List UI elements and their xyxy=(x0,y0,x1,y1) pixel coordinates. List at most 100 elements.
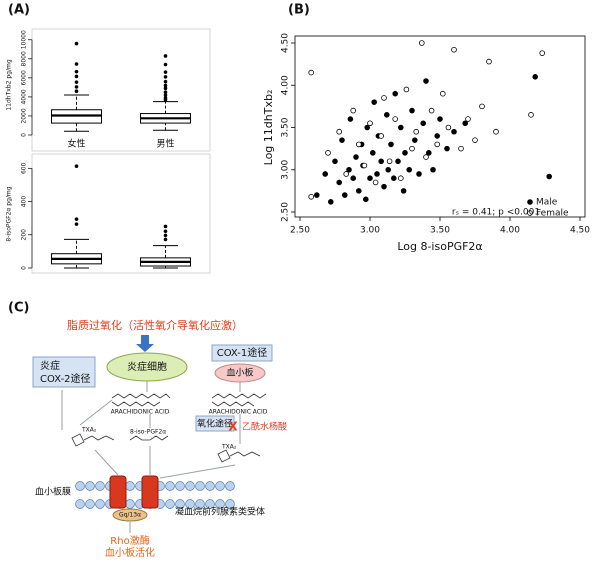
male-point xyxy=(367,175,373,182)
arrow xyxy=(136,335,154,352)
panel-label: (B) xyxy=(288,3,310,18)
molecule xyxy=(129,435,169,441)
y-tick-label: 4000 xyxy=(21,89,28,104)
lipid xyxy=(225,481,235,491)
lipid xyxy=(85,499,95,509)
female-point xyxy=(378,133,385,139)
female-point xyxy=(528,112,534,118)
male-point xyxy=(374,171,380,177)
outlier xyxy=(163,237,168,242)
lipid xyxy=(185,481,195,491)
outlier xyxy=(163,62,168,67)
molecule-label: TXA₂ xyxy=(81,427,97,434)
y-tick-label: 200 xyxy=(21,229,28,241)
outlier xyxy=(163,70,168,74)
node-label: Gq/13α xyxy=(119,512,141,519)
male-point xyxy=(434,133,441,139)
outlier xyxy=(163,96,168,100)
female-point xyxy=(397,175,404,182)
outlier xyxy=(74,89,79,93)
y-tick-label: 400 xyxy=(21,196,28,208)
x-tick-label: 男性 xyxy=(156,138,174,150)
lipid xyxy=(225,499,235,509)
female-point xyxy=(386,158,393,165)
y-tick-label: 0 xyxy=(21,266,28,270)
female-point xyxy=(428,107,435,114)
outlier xyxy=(74,222,79,226)
x-tick-label: 3.00 xyxy=(360,226,380,236)
male-point xyxy=(423,78,429,84)
lipid xyxy=(215,481,225,491)
male-point xyxy=(353,154,359,160)
arrow xyxy=(159,464,236,479)
node-label: 凝血烷前列腺素类受体 xyxy=(175,506,265,518)
male-point xyxy=(355,188,362,194)
female-point xyxy=(445,124,452,131)
female-point xyxy=(465,116,471,122)
lipid xyxy=(75,481,85,491)
female-point xyxy=(343,171,350,177)
male-point xyxy=(462,120,469,127)
legend-marker xyxy=(527,199,533,205)
legend-label: Female xyxy=(536,209,569,219)
male-point xyxy=(444,145,450,152)
y-axis-title: Log 11dhTxb₂ xyxy=(262,90,275,166)
y-tick-label: 4.50 xyxy=(281,33,291,53)
molecule xyxy=(83,435,115,441)
male-point xyxy=(378,158,385,165)
y-tick-label: 10000 xyxy=(21,30,28,49)
female-point xyxy=(472,137,478,143)
plot-frame xyxy=(294,35,586,218)
female-point xyxy=(409,145,415,152)
molecule xyxy=(229,451,261,457)
lipid xyxy=(215,499,225,509)
lipid xyxy=(95,499,105,509)
female-point xyxy=(434,141,441,148)
male-point xyxy=(322,171,329,177)
female-point xyxy=(493,128,499,135)
male-point xyxy=(420,120,427,127)
y-axis-title: 11dhTxb2 pg/mg xyxy=(6,59,13,110)
female-point xyxy=(418,40,425,46)
male-point xyxy=(409,107,415,114)
outlier xyxy=(74,41,79,46)
male-point xyxy=(347,116,354,122)
male-point xyxy=(350,175,357,182)
outlier xyxy=(163,224,168,229)
molecule-label: TXA₂ xyxy=(221,444,237,451)
inhibition-mark: X xyxy=(228,420,238,434)
node-label: 血小板膜 xyxy=(35,486,71,498)
outlier xyxy=(163,233,168,238)
node-label: COX-1途径 xyxy=(217,346,268,359)
molecule xyxy=(111,401,161,407)
panel-label: (C) xyxy=(8,301,29,316)
female-point xyxy=(423,154,429,160)
outlier xyxy=(163,75,168,79)
pathway-diagram: 脂质过氧化（活性氧介导氧化应激） 炎症细胞 炎症 COX-2途径 COX-1途径… xyxy=(32,318,287,559)
male-point xyxy=(332,158,338,165)
arrow xyxy=(94,449,119,476)
y-tick-label: 3.00 xyxy=(281,159,291,179)
female-point xyxy=(308,193,315,200)
pathway-box xyxy=(211,344,273,362)
outlier xyxy=(163,79,168,84)
male-point xyxy=(364,124,371,131)
y-tick-label: 3.50 xyxy=(281,117,291,137)
female-point xyxy=(486,58,492,65)
y-tick-label: 2.50 xyxy=(281,202,291,222)
arrow xyxy=(79,399,113,426)
molecule-label: ARACHIDONIC ACID xyxy=(111,409,170,416)
male-point xyxy=(411,137,418,143)
lipid xyxy=(195,499,205,509)
outlier xyxy=(163,86,168,91)
lipid xyxy=(125,499,135,509)
diagram-title: 脂质过氧化（活性氧介导氧化应激） xyxy=(67,318,243,332)
male-point xyxy=(400,188,407,194)
panel-label: (A) xyxy=(8,3,30,18)
female-point xyxy=(367,120,373,127)
female-point xyxy=(439,90,446,97)
female-point xyxy=(413,128,420,135)
x-tick-label: 2.50 xyxy=(290,226,310,236)
male-point xyxy=(437,116,443,122)
outlier xyxy=(74,74,79,79)
